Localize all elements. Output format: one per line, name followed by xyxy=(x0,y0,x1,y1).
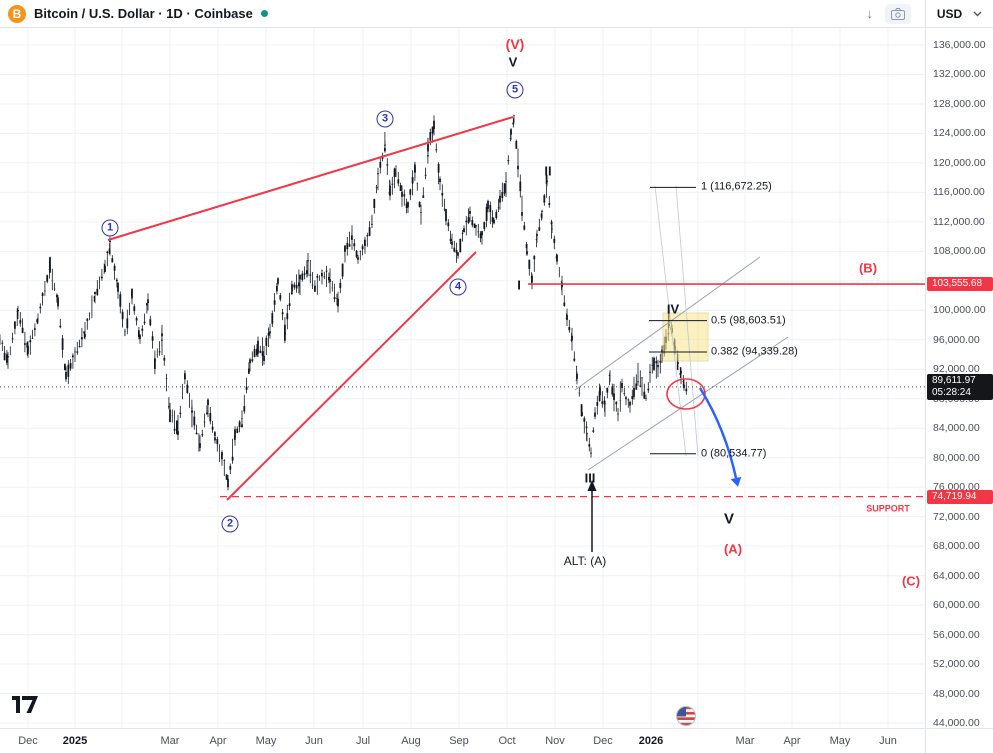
time-axis-label: 2026 xyxy=(638,735,664,747)
us-flag-icon[interactable] xyxy=(675,705,697,728)
price-tick-label: 124,000.00 xyxy=(933,127,986,140)
time-axis-label: Apr xyxy=(783,735,801,747)
trend-line[interactable] xyxy=(587,336,789,471)
chart-canvas[interactable]: 1 2 3 4 5 (V) V II I IV III V (A) (B) (C) ALT: (A) SUPPO… xyxy=(0,28,925,728)
price-level-badge: 74,719.94 xyxy=(927,489,993,504)
time-axis-label: Jun xyxy=(879,735,897,747)
time-axis[interactable]: Dec 2025 Mar Apr May Jun Jul Aug Sep Oct Nov Dec 202… xyxy=(0,728,993,753)
price-axis[interactable]: 136,000.00 132,000.00 128,000.00 124,000.00… xyxy=(925,28,993,728)
price-level-badge: 103,555.68 xyxy=(927,277,993,292)
trend-line[interactable] xyxy=(107,116,514,241)
price-tick-label: 136,000.00 xyxy=(933,38,986,51)
price-tick-label: 52,000.00 xyxy=(933,657,980,670)
price-tick-label: 128,000.00 xyxy=(933,97,986,110)
time-axis-label: Oct xyxy=(498,735,516,747)
price-tick-label: 108,000.00 xyxy=(933,245,986,258)
time-axis-label: 2025 xyxy=(62,735,88,747)
time-axis-label: Mar xyxy=(735,735,755,747)
price-tick-label: 80,000.00 xyxy=(933,451,980,464)
time-axis-label: Mar xyxy=(160,735,180,747)
bitcoin-icon: B xyxy=(8,4,26,23)
axis-corner xyxy=(925,729,993,753)
price-tick-label: 68,000.00 xyxy=(933,539,980,552)
topbar-actions: ↓ USD xyxy=(867,0,993,27)
alt-arrowhead[interactable] xyxy=(587,480,597,491)
price-tick-label: 112,000.00 xyxy=(933,215,985,228)
price-tick-label: 44,000.00 xyxy=(933,716,980,729)
candle-wicks[interactable] xyxy=(0,114,687,491)
price-tick-label: 96,000.00 xyxy=(933,333,980,346)
camera-icon xyxy=(891,7,905,20)
price-tick-label: 56,000.00 xyxy=(933,628,980,641)
projection-arrow[interactable] xyxy=(698,387,738,479)
price-tick-label: 120,000.00 xyxy=(933,156,986,169)
time-axis-label: Jul xyxy=(355,735,371,747)
symbol-title[interactable]: Bitcoin / U.S. Dollar · 1D · Coinbase xyxy=(34,6,253,21)
price-tick-label: 60,000.00 xyxy=(933,598,980,611)
time-axis-label: Sep xyxy=(449,735,469,747)
time-axis-label: May xyxy=(829,735,851,747)
snapshot-camera-button[interactable] xyxy=(885,3,911,24)
price-tick-label: 48,000.00 xyxy=(933,687,980,700)
symbol-info[interactable]: B Bitcoin / U.S. Dollar · 1D · Coinbase xyxy=(0,4,268,23)
arrow-down-icon[interactable]: ↓ xyxy=(866,6,874,21)
price-tick-label: 76,000.00 xyxy=(933,480,980,493)
time-axis-label: May xyxy=(255,735,277,747)
trend-line[interactable] xyxy=(226,251,477,501)
time-axis-label: Dec xyxy=(593,735,613,747)
price-tick-label: 132,000.00 xyxy=(933,68,986,81)
price-tick-label: 116,000.00 xyxy=(933,186,985,199)
projection-arrowhead[interactable] xyxy=(730,476,742,487)
price-tick-label: 100,000.00 xyxy=(933,304,986,317)
price-tick-label: 84,000.00 xyxy=(933,421,980,434)
currency-label: USD xyxy=(936,6,963,21)
price-tick-label: 64,000.00 xyxy=(933,569,980,582)
price-tick-label: 72,000.00 xyxy=(933,510,980,523)
chevron-down-icon xyxy=(973,11,982,16)
time-axis-label: Jun xyxy=(305,735,323,747)
time-axis-label: Dec xyxy=(18,735,38,747)
currency-selector[interactable]: USD xyxy=(925,0,993,27)
time-axis-label: Apr xyxy=(209,735,227,747)
chart-topbar: B Bitcoin / U.S. Dollar · 1D · Coinbase … xyxy=(0,0,993,28)
candle-bodies[interactable] xyxy=(0,115,688,488)
current-price-badge: 89,611.97 05:28:24 xyxy=(927,373,993,400)
time-axis-label: Aug xyxy=(401,735,421,747)
tradingview-logo[interactable] xyxy=(12,696,39,719)
price-tick-label: 92,000.00 xyxy=(933,363,980,375)
chart-main: 1 2 3 4 5 (V) V II I IV III V (A) (B) (C) ALT: (A) SUPPO… xyxy=(0,28,993,728)
tradingview-logo-icon xyxy=(12,696,38,713)
time-axis-label: Nov xyxy=(545,735,565,747)
market-open-status-icon[interactable] xyxy=(260,10,268,17)
candlestick-chart[interactable] xyxy=(0,28,925,728)
trend-line[interactable] xyxy=(574,256,761,391)
